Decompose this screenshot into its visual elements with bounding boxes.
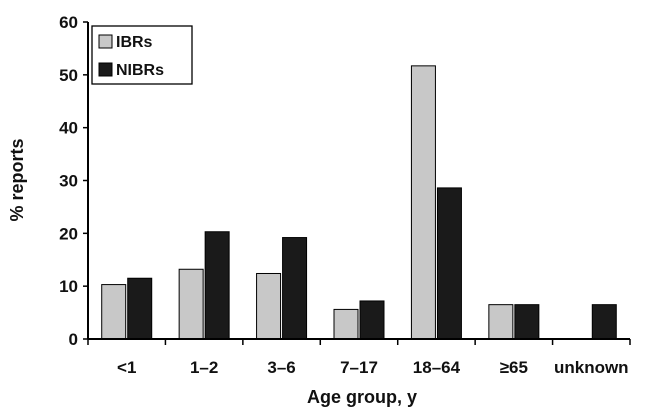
y-tick-label: 0: [69, 330, 78, 349]
x-axis-category-labels: <1 1–2 3–6 7–17 18–64 ≥65 unknown: [87, 339, 631, 377]
y-tick-label: 20: [59, 224, 78, 243]
x-category-label: unknown: [554, 358, 629, 377]
bar-nibrs-3: [359, 300, 385, 340]
x-category-label: 3–6: [267, 358, 295, 377]
y-tick-label: 30: [59, 172, 78, 191]
bar-ibrs-4: [410, 65, 436, 340]
x-category-label: 7–17: [340, 358, 378, 377]
y-tick-label: 10: [59, 277, 78, 296]
x-category-label: <1: [117, 358, 136, 377]
bar-ibrs-5: [488, 304, 514, 340]
x-axis-title: Age group, y: [307, 387, 417, 407]
bar-nibrs-1: [204, 231, 230, 340]
bar-ibrs-3: [333, 308, 359, 340]
bar-group: [101, 65, 617, 340]
bar-nibrs-5: [514, 304, 540, 340]
legend: IBRs NIBRs: [91, 25, 193, 85]
bar-ibrs-1: [178, 268, 204, 340]
y-axis-title: % reports: [7, 138, 27, 221]
legend-label-ibrs: IBRs: [116, 34, 153, 51]
x-category-label: ≥65: [500, 358, 528, 377]
x-category-label: 18–64: [413, 358, 461, 377]
bar-ibrs-2: [256, 272, 282, 340]
legend-swatch-ibrs: [98, 34, 113, 49]
y-tick-label: 60: [59, 13, 78, 32]
bar-ibrs-0: [101, 284, 127, 340]
y-tick-label: 40: [59, 119, 78, 138]
bar-nibrs-0: [127, 277, 153, 340]
y-axis-ticks: 0 10 20 30 40 50 60: [59, 13, 88, 349]
legend-swatch-nibrs: [98, 62, 113, 77]
x-category-label: 1–2: [190, 358, 218, 377]
bar-nibrs-2: [282, 237, 308, 340]
bar-nibrs-4: [436, 187, 462, 340]
legend-label-nibrs: NIBRs: [116, 62, 164, 79]
y-tick-label: 50: [59, 66, 78, 85]
bar-nibrs-6: [591, 304, 617, 340]
